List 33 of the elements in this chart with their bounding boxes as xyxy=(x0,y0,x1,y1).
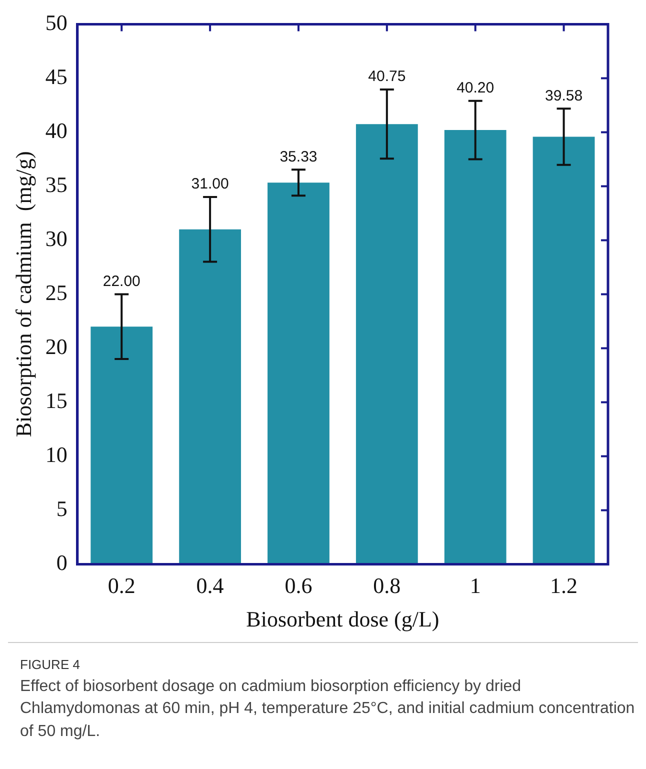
y-tick-label: 0 xyxy=(56,550,68,575)
bar xyxy=(268,182,330,564)
data-label: 35.33 xyxy=(280,148,318,166)
x-tick-label: 0.4 xyxy=(196,573,224,598)
y-axis-title: Biosorption of cadmium (mg/g) xyxy=(10,151,36,438)
y-tick-label: 35 xyxy=(45,172,68,197)
y-tick-label: 10 xyxy=(45,442,68,467)
bar xyxy=(179,229,241,564)
data-label: 40.20 xyxy=(456,80,494,97)
data-label: 39.58 xyxy=(545,87,583,104)
data-label: 31.00 xyxy=(191,176,229,193)
caption: FIGURE 4 xyxy=(20,657,81,672)
x-tick-label: 1.2 xyxy=(550,573,578,598)
data-label: 40.75 xyxy=(368,68,406,86)
y-tick-label: 50 xyxy=(45,10,68,35)
x-tick-label: 0.2 xyxy=(108,573,136,598)
x-tick-label: 1 xyxy=(470,573,481,598)
x-tick-label: 0.8 xyxy=(373,573,401,598)
y-tick-label: 30 xyxy=(45,226,68,251)
x-axis-title: Biosorbent dose (g/L) xyxy=(246,606,440,632)
y-tick-label: 25 xyxy=(45,280,68,305)
text: Effect of biosorbent dosage on cadmium biosorption efficiency by dried Chlamydomonas at 60 min, pH 4, temperature 25°C, and initial cadmium concentration of 50 mg/L. xyxy=(20,677,636,742)
y-tick-label: 45 xyxy=(45,64,68,89)
y-tick-label: 20 xyxy=(45,334,68,359)
bar xyxy=(532,136,595,564)
bar xyxy=(90,326,153,564)
y-tick-label: 15 xyxy=(45,388,68,413)
data-label: 22.00 xyxy=(102,272,140,290)
bar xyxy=(444,130,506,564)
bar xyxy=(356,124,418,564)
x-tick-label: 0.6 xyxy=(284,573,312,598)
y-tick-label: 40 xyxy=(45,118,68,143)
y-tick-label: 5 xyxy=(56,496,68,521)
